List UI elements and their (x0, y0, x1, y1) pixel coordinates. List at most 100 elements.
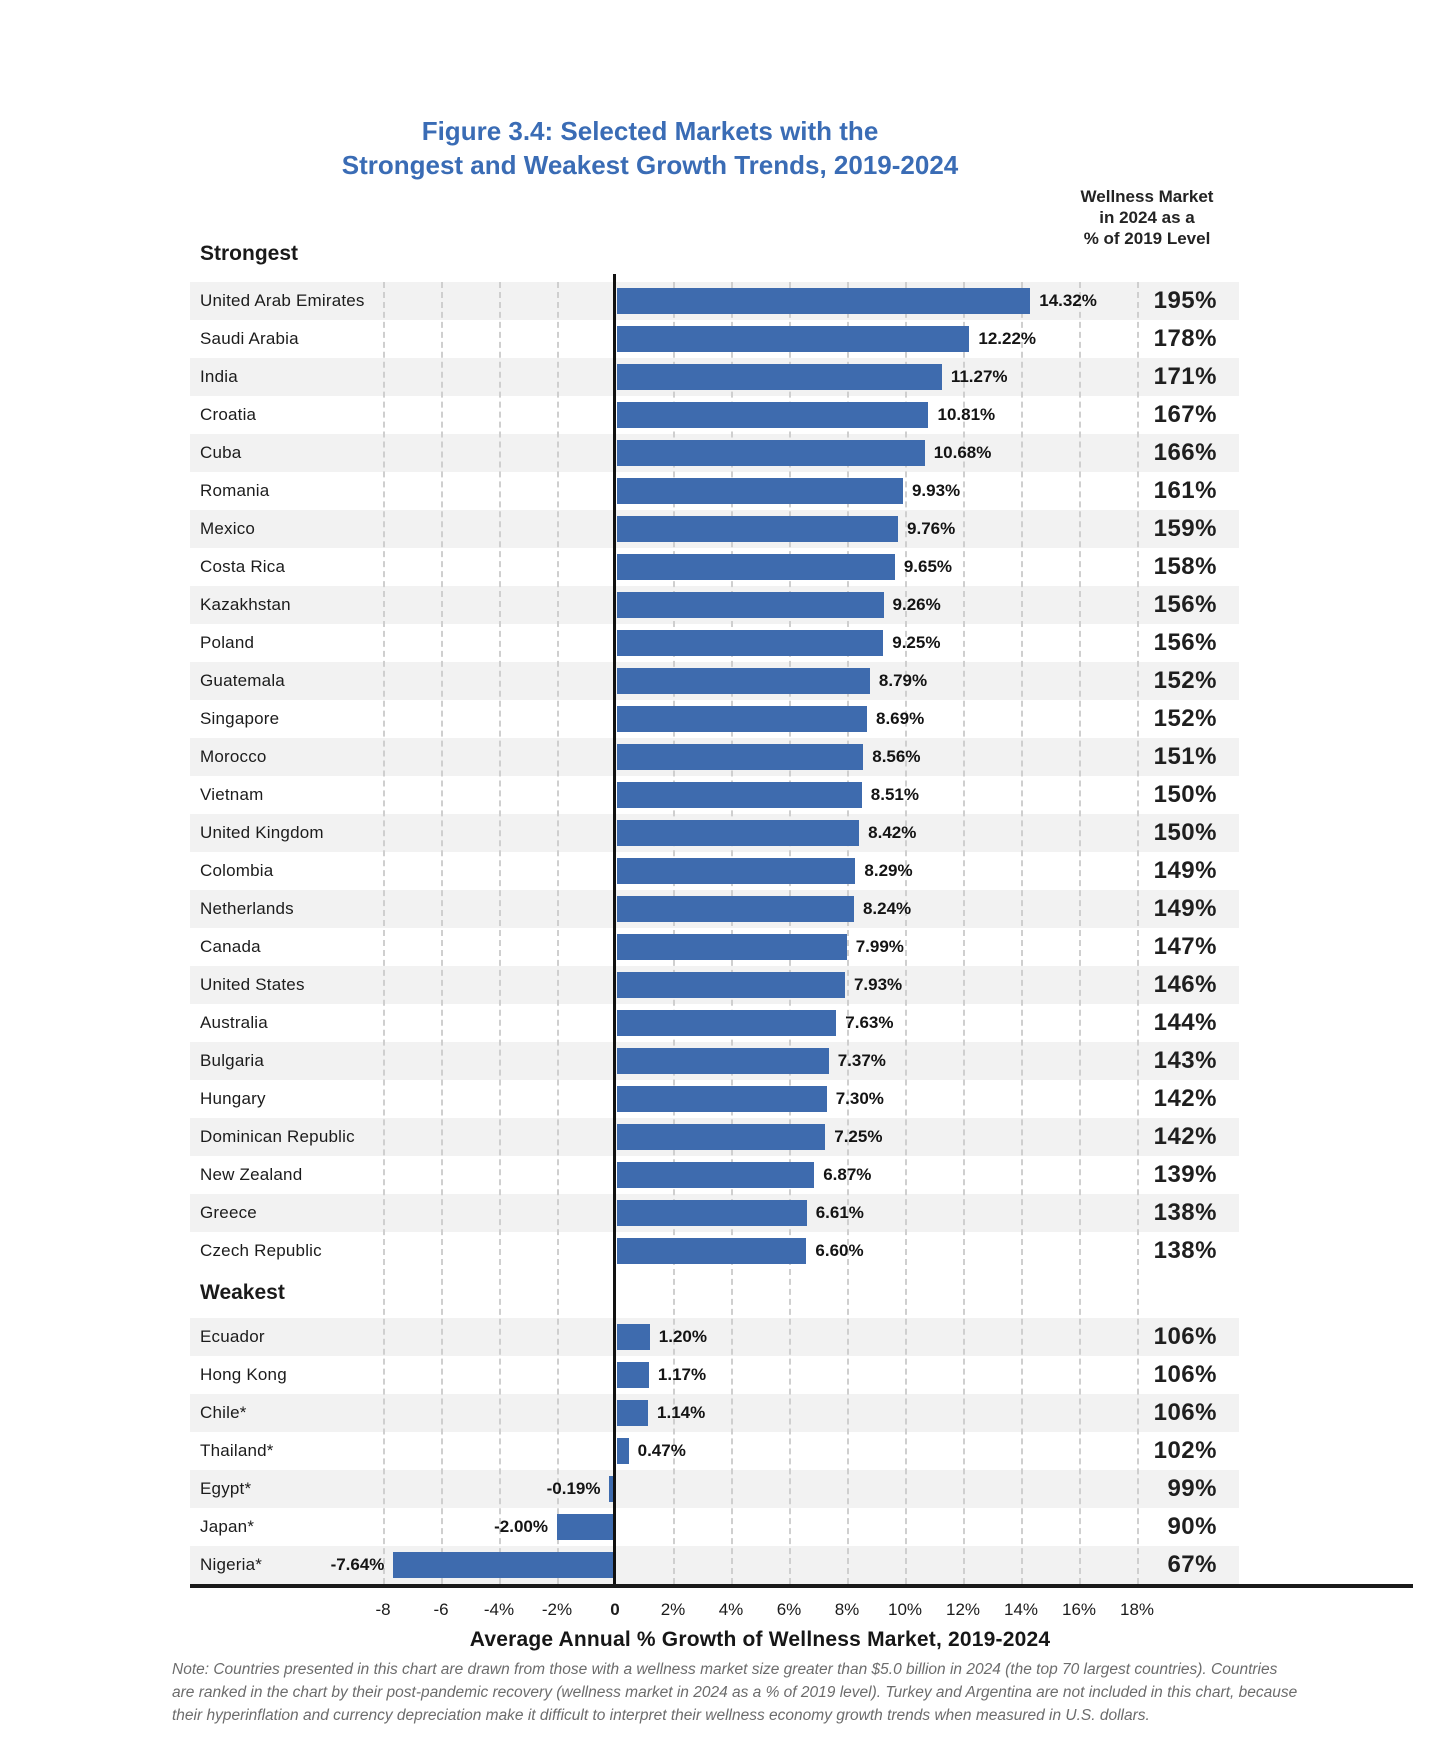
table-row: Czech Republic 6.60% 138% (190, 1232, 1239, 1270)
table-row: Colombia 8.29% 149% (190, 852, 1239, 890)
recovery-percent: 178% (1153, 325, 1217, 352)
growth-bar (617, 1438, 629, 1464)
growth-bar (617, 288, 1031, 314)
growth-bar (617, 402, 929, 428)
recovery-percent: 99% (1167, 1475, 1217, 1502)
growth-bar (617, 1124, 826, 1150)
table-row: Chile* 1.14% 106% (190, 1394, 1239, 1432)
growth-value-label: 8.29% (864, 861, 913, 880)
x-gridline (383, 282, 385, 1584)
growth-value-label: 8.79% (878, 671, 928, 690)
figure-title-line2: Strongest and Weakest Growth Trends, 201… (341, 150, 959, 180)
right-column-header: Wellness Market in 2024 as a % of 2019 L… (1038, 186, 1256, 249)
growth-bar (617, 1238, 807, 1264)
growth-value-label: 7.25% (834, 1127, 883, 1146)
country-label: Australia (200, 1013, 268, 1032)
growth-bar (617, 1048, 829, 1074)
figure-title-line1: Figure 3.4: Selected Markets with the (421, 116, 879, 146)
country-label: United Arab Emirates (200, 291, 365, 310)
growth-value-label: 6.60% (815, 1241, 864, 1260)
growth-bar (617, 1362, 649, 1388)
table-row: Romania 9.93% 161% (190, 472, 1239, 510)
growth-bar (617, 516, 899, 542)
recovery-percent: 142% (1153, 1123, 1217, 1150)
country-label: Vietnam (200, 785, 264, 804)
x-gridline (557, 282, 559, 1584)
country-label: Greece (200, 1203, 257, 1222)
growth-value-label: 9.26% (892, 595, 941, 614)
table-row: Vietnam 8.51% 150% (190, 776, 1239, 814)
x-axis-title: Average Annual % Growth of Wellness Mark… (469, 1628, 1051, 1651)
recovery-percent: 143% (1153, 1047, 1217, 1074)
table-row: Mexico 9.76% 159% (190, 510, 1239, 548)
growth-bar (617, 744, 864, 770)
growth-value-label: -2.00% (494, 1517, 548, 1536)
growth-bar (617, 440, 925, 466)
growth-value-label: 9.76% (907, 519, 956, 538)
growth-value-label: 9.93% (911, 481, 961, 500)
country-label: Dominican Republic (200, 1127, 355, 1146)
growth-bar (617, 478, 903, 504)
x-gridline (1079, 282, 1081, 1584)
growth-value-label: 1.20% (658, 1327, 707, 1346)
recovery-percent: 149% (1153, 857, 1217, 884)
growth-bar (617, 972, 845, 998)
recovery-percent: 106% (1153, 1323, 1217, 1350)
x-tick-label: 10% (887, 1600, 923, 1619)
table-row: Thailand* 0.47% 102% (190, 1432, 1239, 1470)
table-row: Egypt* -0.19% 99% (190, 1470, 1239, 1508)
growth-bar (617, 934, 847, 960)
recovery-percent: 90% (1167, 1513, 1217, 1540)
table-row: Cuba 10.68% 166% (190, 434, 1239, 472)
country-label: Japan* (200, 1517, 255, 1536)
table-row: Kazakhstan 9.26% 156% (190, 586, 1239, 624)
recovery-percent: 146% (1153, 971, 1217, 998)
section-label-strongest: Strongest (200, 242, 299, 265)
table-row: Singapore 8.69% 152% (190, 700, 1239, 738)
country-label: Poland (200, 633, 255, 652)
x-gridline (731, 282, 733, 1584)
table-row: India 11.27% 171% (190, 358, 1239, 396)
table-row: Hungary 7.30% 142% (190, 1080, 1239, 1118)
country-label: Chile* (200, 1403, 247, 1422)
country-label: India (200, 367, 238, 386)
table-row: New Zealand 6.87% 139% (190, 1156, 1239, 1194)
recovery-percent: 167% (1153, 401, 1217, 428)
x-gridline (441, 282, 443, 1584)
growth-bar (617, 326, 970, 352)
growth-bar (609, 1476, 615, 1502)
recovery-percent: 156% (1153, 629, 1217, 656)
recovery-percent: 138% (1153, 1199, 1217, 1226)
country-label: Egypt* (200, 1479, 252, 1498)
x-gridline (905, 282, 907, 1584)
table-row: Morocco 8.56% 151% (190, 738, 1239, 776)
table-row: Canada 7.99% 147% (190, 928, 1239, 966)
section-label-weakest: Weakest (200, 1281, 285, 1304)
country-label: Cuba (200, 443, 242, 462)
table-row: Poland 9.25% 156% (190, 624, 1239, 662)
right-column-header-line3: % of 2019 Level (1083, 229, 1211, 248)
table-row: Dominican Republic 7.25% 142% (190, 1118, 1239, 1156)
x-tick-label: -8 (375, 1600, 391, 1619)
growth-value-label: 8.69% (876, 709, 925, 728)
growth-value-label: 11.27% (950, 367, 1008, 386)
growth-value-label: 8.56% (872, 747, 921, 766)
growth-value-label: -7.64% (330, 1555, 385, 1574)
table-row: Hong Kong 1.17% 106% (190, 1356, 1239, 1394)
table-row: Ecuador 1.20% 106% (190, 1318, 1239, 1356)
country-label: Romania (200, 481, 270, 500)
growth-bar (617, 1200, 807, 1226)
recovery-percent: 138% (1153, 1237, 1217, 1264)
x-gridline (673, 282, 675, 1584)
growth-bar (557, 1514, 615, 1540)
recovery-percent: 144% (1153, 1009, 1217, 1036)
growth-value-label: 0.47% (637, 1441, 686, 1460)
growth-value-label: 1.17% (657, 1365, 707, 1384)
growth-value-label: 8.24% (862, 899, 912, 918)
right-column-header-line2: in 2024 as a (1099, 208, 1195, 227)
growth-bar (617, 364, 942, 390)
recovery-percent: 149% (1153, 895, 1217, 922)
country-label: Bulgaria (200, 1051, 264, 1070)
growth-bar (617, 630, 884, 656)
